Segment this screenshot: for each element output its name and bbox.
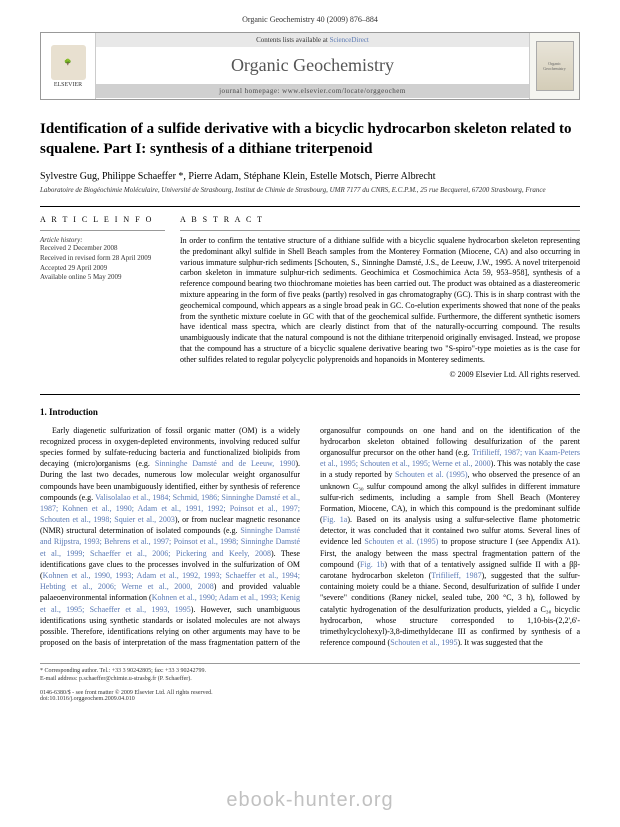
received-date: Received 2 December 2008 (40, 244, 165, 254)
sciencedirect-link[interactable]: ScienceDirect (330, 36, 369, 44)
watermark: ebook-hunter.org (226, 789, 393, 812)
revised-date: Received in revised form 28 April 2009 (40, 254, 165, 264)
journal-name: Organic Geochemistry (96, 47, 529, 84)
contents-text: Contents lists available at (256, 36, 330, 44)
article-info: A R T I C L E I N F O Article history: R… (40, 215, 180, 379)
cover-thumbnail: Organic Geochemistry (529, 33, 579, 99)
running-head: Organic Geochemistry 40 (2009) 876–884 (0, 0, 620, 32)
available-date: Available online 5 May 2009 (40, 273, 165, 283)
reference-link[interactable]: Schouten et al., 1995 (390, 638, 457, 647)
corresponding-author: * Corresponding author. Tel.: +33 3 9024… (40, 668, 580, 674)
section-1-heading: 1. Introduction (40, 407, 580, 417)
accepted-date: Accepted 29 April 2009 (40, 264, 165, 274)
reference-link[interactable]: Schouten et al. (1995) (364, 537, 438, 546)
abstract-section: A B S T R A C T In order to confirm the … (180, 215, 580, 379)
elsevier-tree-icon: 🌳 (51, 45, 86, 80)
reference-link[interactable]: Trifilieff, 1987 (431, 571, 481, 580)
authors: Sylvestre Gug, Philippe Schaeffer *, Pie… (40, 171, 580, 182)
main-content: 1. Introduction Early diagenetic sulfuri… (40, 394, 580, 649)
info-section: A R T I C L E I N F O Article history: R… (40, 206, 580, 379)
bottom-line: 0146-6380/$ - see front matter © 2009 El… (40, 690, 580, 702)
journal-banner: 🌳 ELSEVIER Contents lists available at S… (40, 32, 580, 100)
article-history: Article history: Received 2 December 200… (40, 230, 165, 283)
paragraph-1: Early diagenetic sulfurization of fossil… (40, 425, 580, 649)
footer: * Corresponding author. Tel.: +33 3 9024… (40, 663, 580, 682)
article-info-heading: A R T I C L E I N F O (40, 215, 165, 224)
reference-link[interactable]: Sinninghe Damsté and de Leeuw, 1990 (155, 459, 295, 468)
homepage-line: journal homepage: www.elsevier.com/locat… (96, 84, 529, 98)
body-text: Early diagenetic sulfurization of fossil… (40, 425, 580, 649)
banner-center: Contents lists available at ScienceDirec… (96, 33, 529, 99)
publisher-name: ELSEVIER (54, 82, 82, 88)
reference-link[interactable]: Fig. 1b (360, 560, 384, 569)
cover-image: Organic Geochemistry (536, 41, 574, 91)
contents-line: Contents lists available at ScienceDirec… (96, 33, 529, 47)
doi-line: doi:10.1016/j.orggeochem.2009.04.010 (40, 696, 580, 702)
email-line: E-mail address: p.schaeffer@chimie.u-str… (40, 676, 580, 682)
affiliation: Laboratoire de Biogéochimie Moléculaire,… (40, 186, 580, 194)
reference-link[interactable]: Schouten et al. (1995) (395, 470, 468, 479)
reference-link[interactable]: Fig. 1a (323, 515, 348, 524)
article-title: Identification of a sulfide derivative w… (40, 120, 580, 159)
abstract-heading: A B S T R A C T (180, 215, 580, 224)
abstract-text: In order to confirm the tentative struct… (180, 230, 580, 366)
publisher-logo: 🌳 ELSEVIER (41, 33, 96, 99)
history-label: Article history: (40, 236, 165, 244)
abstract-copyright: © 2009 Elsevier Ltd. All rights reserved… (180, 370, 580, 379)
